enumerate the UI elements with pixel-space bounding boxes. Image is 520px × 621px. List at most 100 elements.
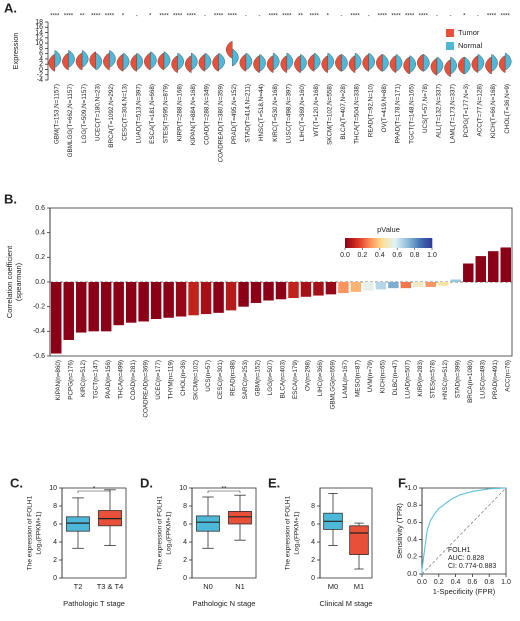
y-tick-label: 0.2 (407, 554, 417, 561)
colorbar-cell (362, 238, 365, 248)
colorbar-cell (347, 238, 350, 248)
violin-half (122, 52, 130, 71)
violin-half (416, 54, 424, 72)
y-tick-label: -0.4 (33, 328, 45, 335)
colorbar-cell (400, 238, 402, 248)
x-tick-label: LGG(T=509,N=1157) (81, 84, 88, 143)
annotation: FOLH1 (448, 547, 471, 554)
panel-label: A. (4, 0, 17, 15)
x-tick-label: LUAD(T=513,N=397) (135, 84, 142, 144)
significance: **** (187, 14, 197, 20)
plot-frame (191, 487, 257, 579)
significance: **** (419, 14, 429, 20)
y-tick-label: 4 (53, 539, 57, 546)
violin-half (464, 56, 471, 75)
bar (100, 282, 112, 332)
panel-label: D. (140, 475, 153, 490)
violin-half (327, 52, 335, 71)
x-tick-label: UCS(T=57,N=78) (422, 84, 429, 133)
box (66, 516, 90, 532)
y-axis-label: (spearman) (14, 262, 23, 301)
y-tick-label: 0 (183, 575, 187, 582)
violin-half (403, 56, 410, 75)
x-tick-label: PCPG(n=176) (67, 360, 74, 400)
colorbar-cell (369, 238, 372, 248)
violin-half (198, 54, 206, 72)
violin-half (504, 52, 512, 71)
y-tick-label: 2 (311, 557, 315, 564)
bar (450, 279, 462, 282)
violin-half (103, 52, 110, 71)
y-axis-label: The expression of FOLH1 (27, 495, 34, 570)
significance: - (259, 14, 261, 20)
x-tick-label: KIRP(T=288,N=168) (176, 84, 183, 141)
violin-half (498, 55, 506, 73)
significance: ** (298, 14, 303, 20)
y-tick-label: 14 (35, 29, 43, 36)
x-tick-label: LIHC(n=366) (317, 360, 324, 396)
x-tick-label: SKCM(T=102,N=558) (326, 84, 333, 145)
x-tick-label: LAML(n=167) (342, 360, 349, 398)
colorbar-cell (398, 238, 401, 248)
y-tick-label: -0.2 (33, 304, 45, 311)
x-tick-label: 0.4 (451, 579, 461, 586)
x-tick-label: DLBC(n=47) (392, 360, 399, 395)
violin-half (232, 48, 239, 67)
violin-half (389, 55, 397, 73)
x-tick-label: READ(n=88) (230, 360, 237, 396)
x-tick-label: ALL(T=132,N=337) (436, 84, 443, 138)
bar (438, 282, 449, 286)
violin-half (136, 52, 144, 71)
y-tick-label: 4 (311, 539, 315, 546)
significance: * (327, 14, 330, 20)
x-tick-label: 0.0 (417, 579, 427, 586)
colorbar-cell (375, 238, 378, 248)
x-tick-label: WT(T=120,N=168) (313, 84, 320, 137)
violin-half (280, 55, 288, 73)
x-tick-label: 0.2 (434, 579, 444, 586)
x-tick-label: 0.6 (468, 579, 478, 586)
x-tick-label: KIRC(n=512) (80, 360, 87, 397)
annotation: AUC: 0.828 (448, 555, 484, 562)
colorbar-cell (356, 238, 359, 248)
violin-half (313, 52, 321, 71)
y-tick-label: 18 (35, 19, 43, 26)
colorbar-cell (381, 238, 383, 248)
x-tick-label: KICH(n=65) (380, 360, 387, 393)
significance: **** (159, 14, 169, 20)
bar (113, 282, 124, 326)
significance: - (368, 14, 370, 20)
roc-curve (421, 487, 507, 574)
y-axis-label: Expression (11, 32, 20, 69)
colorbar-cell (427, 238, 430, 248)
x-axis-label: Pathologic N stage (193, 599, 256, 608)
significance: - (450, 14, 452, 20)
x-tick-label: TGCT(n=147) (92, 360, 99, 399)
y-tick-label: 0.8 (407, 502, 417, 509)
x-tick-label: THYM(n=119) (167, 360, 174, 399)
significance: **** (214, 14, 224, 20)
x-tick-label: PCPG(T=177,N=3) (463, 84, 470, 138)
violin-half (68, 50, 75, 68)
violin-half (341, 54, 348, 72)
bar (238, 282, 249, 307)
colorbar-tick-label: 0.6 (392, 252, 402, 259)
bar (338, 282, 349, 294)
significance: - (340, 14, 342, 20)
violin-half (286, 52, 294, 71)
colorbar-cell (404, 238, 407, 248)
violin-half (491, 54, 498, 72)
colorbar-cell (382, 238, 385, 248)
significance: * (149, 14, 152, 20)
violin-half (321, 55, 328, 73)
colorbar-cell (376, 238, 379, 248)
colorbar-cell (417, 238, 420, 248)
violin-half (89, 51, 96, 69)
violin-half (471, 55, 479, 73)
colorbar-cell (421, 238, 424, 248)
y-tick-label: 6 (311, 521, 315, 528)
x-tick-label: UCEC(T=180,N=23) (94, 84, 101, 141)
significance: **** (391, 14, 401, 20)
bar (375, 282, 387, 290)
